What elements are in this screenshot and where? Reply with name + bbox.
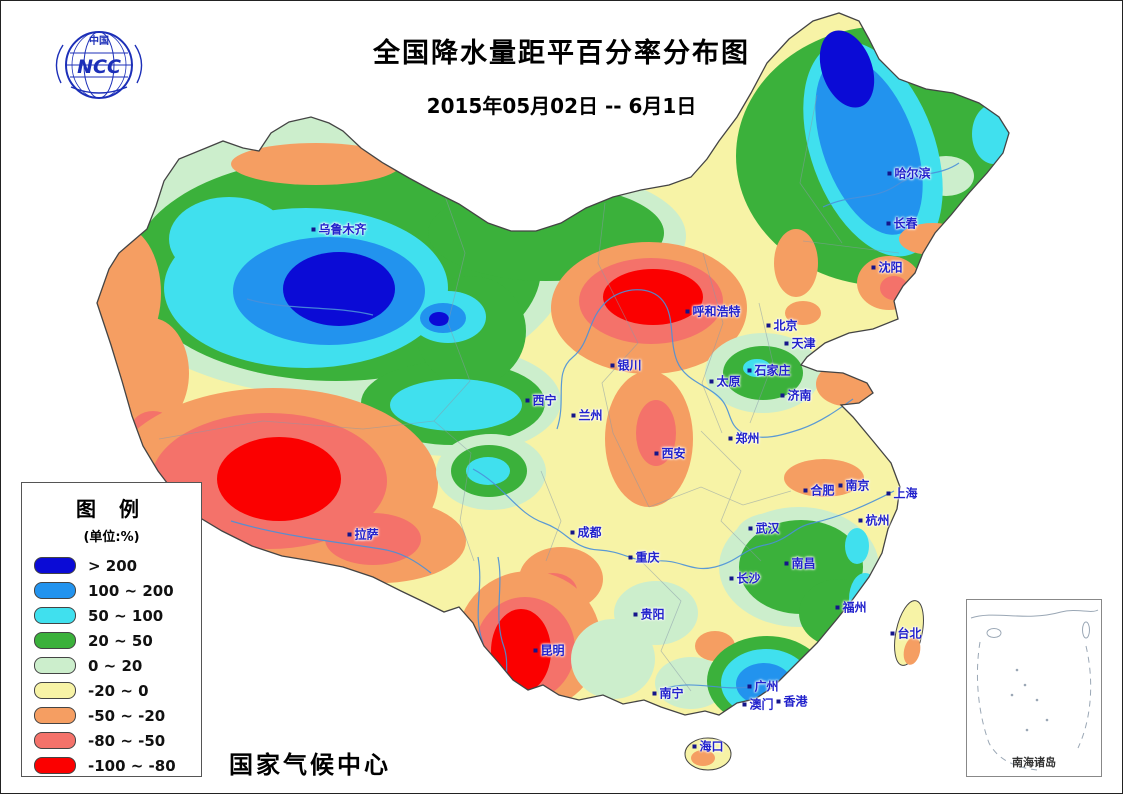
legend-swatch [34,732,76,749]
legend-item: 50 ~ 100 [22,603,201,628]
legend-swatch [34,607,76,624]
legend-label: > 200 [88,556,138,575]
china-outline [96,12,1010,716]
legend-label: -100 ~ -80 [88,756,176,775]
inset-map [970,609,1099,771]
legend-label: 100 ~ 200 [88,581,174,600]
logo-cn-text: 中国 [89,34,109,47]
legend-item: 20 ~ 50 [22,628,201,653]
legend-swatch [34,582,76,599]
legend-swatch [34,757,76,774]
legend-item: > 200 [22,553,201,578]
legend-items: > 200 100 ~ 200 50 ~ 100 20 ~ 50 0 ~ 20 -20 ~… [22,553,201,778]
pearl-river [662,684,750,690]
taiwan-island [894,600,924,666]
logo-ncc-text: NCC [77,56,121,78]
legend-swatch [34,657,76,674]
inset-label: 南海诸岛 [1012,756,1056,769]
legend-item: -80 ~ -50 [22,728,201,753]
legend-label: 0 ~ 20 [88,656,143,675]
legend-title: 图 例 [76,497,147,521]
south-china-sea-inset: 南海诸岛 [966,599,1102,777]
legend-swatch [34,682,76,699]
legend-label: 20 ~ 50 [88,631,153,650]
legend-item: -100 ~ -80 [22,753,201,778]
legend-label: -20 ~ 0 [88,681,149,700]
legend-item: 0 ~ 20 [22,653,201,678]
ncc-logo: 中国 NCC [55,31,143,99]
legend-item: -50 ~ -20 [22,703,201,728]
legend-item: 100 ~ 200 [22,578,201,603]
legend-label: -50 ~ -20 [88,706,166,725]
legend-item: -20 ~ 0 [22,678,201,703]
yangtze-river [472,468,895,570]
songhua-river [822,162,960,208]
hainan-island [684,737,732,771]
legend-unit: (单位:%) [83,530,140,545]
legend-box: 图 例 (单位:%) > 200 100 ~ 200 50 ~ 100 20 ~ 50… [21,482,202,777]
legend-label: 50 ~ 100 [88,606,164,625]
legend-swatch [34,707,76,724]
legend-label: -80 ~ -50 [88,731,166,750]
province-borders [158,94,900,692]
nu-river [477,556,484,644]
yellow-river [556,289,854,438]
tarim-river [246,298,374,316]
yarlung-river [230,520,432,574]
footer-org: 国家气候中心 [229,751,391,779]
legend-swatch [34,632,76,649]
legend-swatch [34,557,76,574]
